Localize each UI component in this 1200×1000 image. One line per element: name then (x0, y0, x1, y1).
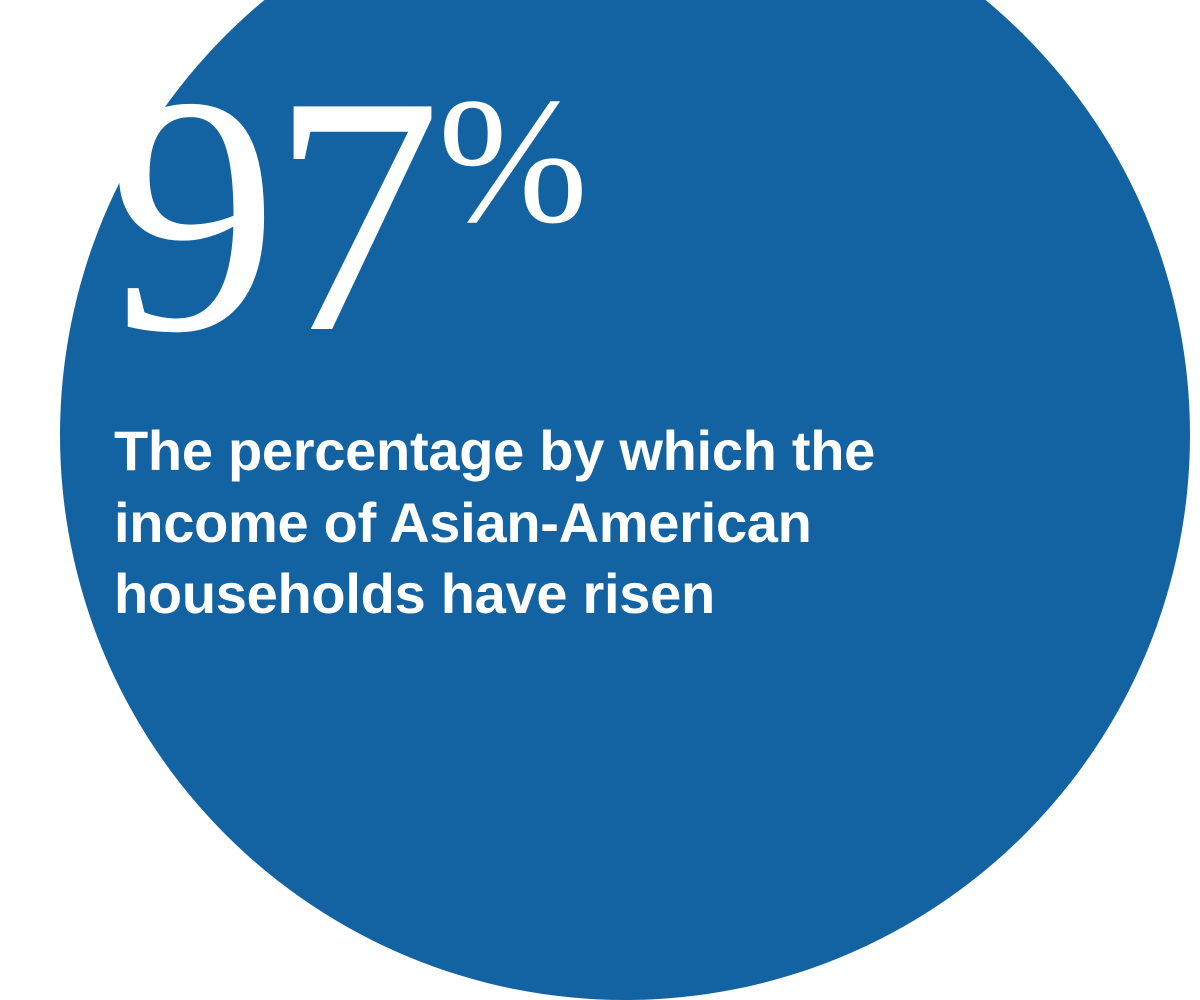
stat-value-wrap: 97 % (108, 70, 588, 359)
percent-symbol: % (438, 84, 588, 237)
stat-description: The percentage by which the income of As… (114, 415, 994, 630)
stat-value: 97 (108, 70, 434, 359)
stat-circle: 97 % The percentage by which the income … (60, 0, 1190, 1000)
